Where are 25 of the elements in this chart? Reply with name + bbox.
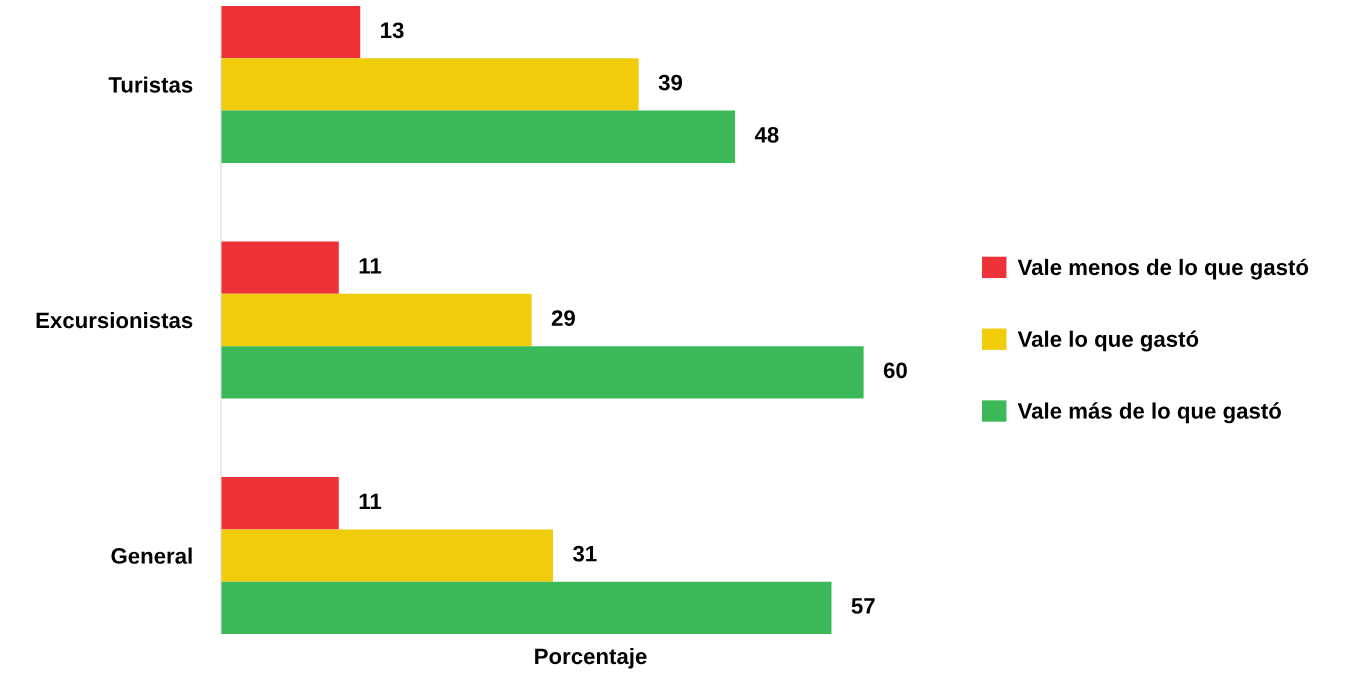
data-label: 48 [754, 126, 779, 143]
bar [221, 346, 864, 399]
bar [221, 241, 339, 294]
y-tick-label: Excursionistas [36, 311, 193, 329]
data-label: 60 [883, 362, 907, 379]
bar [221, 581, 832, 634]
bar [221, 529, 554, 582]
legend-label: Vale menos de lo que gastó [1017, 258, 1309, 280]
y-tick-label: General [111, 547, 192, 564]
data-label: 29 [551, 310, 575, 326]
bar [221, 477, 339, 530]
data-label: 13 [381, 22, 404, 39]
data-label: 57 [851, 598, 875, 614]
x-axis-title: Porcentaje [535, 647, 647, 669]
y-tick-label: Turistas [108, 76, 193, 93]
bar [221, 110, 736, 163]
data-label: 11 [359, 258, 382, 274]
bar [221, 58, 639, 111]
data-label: 31 [572, 545, 597, 562]
bar [221, 6, 361, 59]
data-label: 11 [359, 493, 382, 510]
legend-label: Vale lo que gastó [1017, 330, 1199, 352]
data-label: 39 [658, 74, 683, 91]
legend-label: Vale más de lo que gastó [1017, 402, 1281, 424]
bar [221, 293, 532, 347]
